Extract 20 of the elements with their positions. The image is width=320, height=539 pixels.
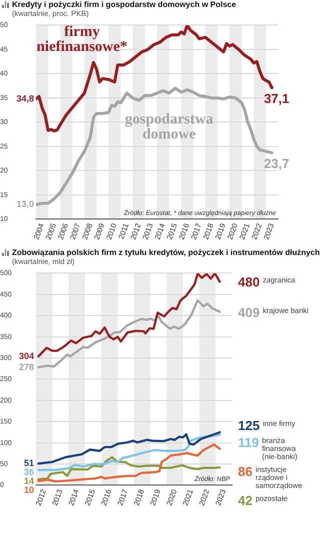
- chart-title: Zobowiązania polskich firm z tytułu kredytów, pożyczek i instrumentów dłużnych: [12, 248, 320, 257]
- data-label: 13,0: [16, 199, 34, 210]
- series-label: gospodarstwa domowe: [124, 112, 214, 143]
- data-label: 119: [238, 435, 259, 450]
- data-label: 125: [238, 418, 260, 433]
- data-label: 34,8: [16, 93, 34, 104]
- data-label: 86: [238, 464, 252, 479]
- data-label: 304: [18, 350, 34, 361]
- data-label: 37,1: [264, 90, 290, 106]
- data-label: 51: [24, 458, 34, 468]
- data-label: 10: [24, 485, 34, 496]
- data-label: 42: [238, 493, 252, 508]
- data-label: 409: [238, 304, 260, 320]
- data-label: 14: [24, 476, 34, 486]
- data-label: 278: [18, 362, 34, 372]
- series-label: firmy niefinansowe*: [36, 24, 128, 56]
- data-label: 23,7: [264, 156, 290, 171]
- data-label: 36: [24, 467, 34, 478]
- data-label: 480: [238, 274, 260, 290]
- chart-title: Kredyty i pożyczki firm i gospodarstw domowych w Polsce: [12, 0, 236, 9]
